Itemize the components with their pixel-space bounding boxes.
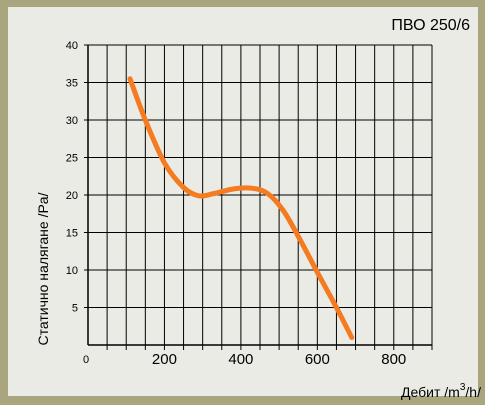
- y-tick-label: 35: [66, 78, 78, 90]
- grid-lines: [88, 44, 433, 345]
- performance-curve: [127, 76, 355, 340]
- x-tick-label: 200: [152, 351, 177, 368]
- y-tick-label: 10: [66, 265, 78, 277]
- x-tick-label: 800: [381, 351, 406, 368]
- origin-label: 0: [83, 354, 89, 366]
- x-tick-label: 400: [228, 351, 253, 368]
- y-tick-label: 40: [66, 40, 78, 52]
- x-tick-label: 600: [305, 351, 330, 368]
- y-tick-label: 5: [72, 303, 78, 315]
- y-tick-label: 15: [66, 228, 78, 240]
- chart-inner-panel: [8, 7, 478, 396]
- axes: [84, 44, 433, 350]
- y-axis-label: Статично налягане /Pa/: [35, 192, 51, 345]
- series-layer: [127, 76, 355, 340]
- tick-labels: 5 10 15 20 25 30 35 40 200 400 600 800: [66, 40, 407, 368]
- y-tick-label: 30: [66, 115, 78, 127]
- y-tick-label: 25: [66, 153, 78, 165]
- y-tick-label: 20: [66, 190, 78, 202]
- chart-title: ПВО 250/6: [391, 17, 470, 34]
- x-axis-label: Дебит /m3/h/: [401, 382, 481, 400]
